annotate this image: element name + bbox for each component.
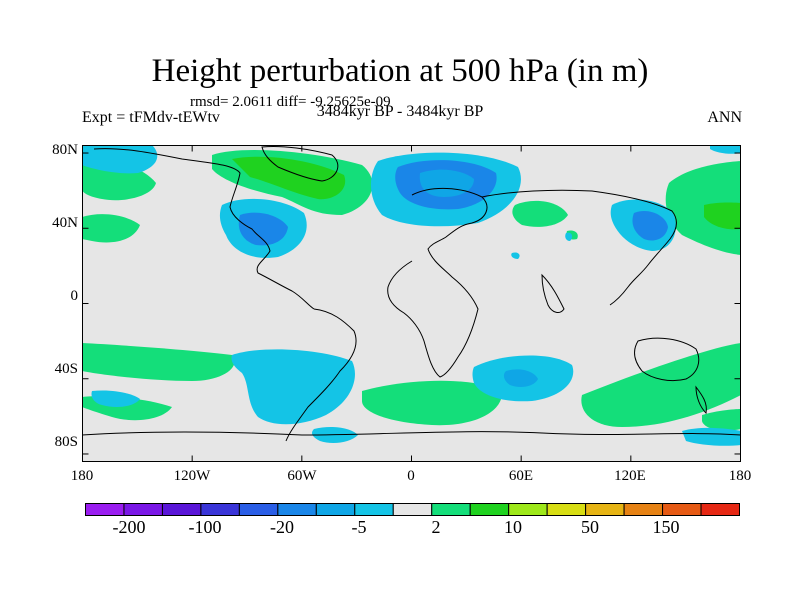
colorbar-box bbox=[200, 503, 240, 516]
coastlines bbox=[82, 146, 741, 442]
lat-label-80s: 80S bbox=[54, 434, 78, 450]
experiment-label: Expt = tFMdv-tEWtv bbox=[82, 109, 220, 126]
colorbar-box bbox=[585, 503, 625, 516]
colorbar-label-10: 10 bbox=[504, 517, 522, 537]
colorbar-box bbox=[315, 503, 356, 516]
colorbar-box bbox=[238, 503, 279, 516]
contour-map bbox=[82, 145, 741, 462]
colorbar-box bbox=[161, 503, 202, 516]
lat-label-40n: 40N bbox=[52, 215, 78, 231]
lon-label-180w: 180 bbox=[70, 468, 94, 484]
colorbar-box bbox=[431, 503, 471, 516]
colorbar-box bbox=[546, 503, 587, 516]
negative-anomaly-regions bbox=[82, 145, 741, 446]
colorbar-label-minus-100: -100 bbox=[188, 517, 222, 537]
lat-label-40s: 40S bbox=[54, 361, 78, 377]
colorbar-box bbox=[469, 503, 510, 516]
colorbar-box bbox=[662, 503, 702, 516]
lon-label-120e: 120E bbox=[614, 468, 646, 484]
colorbar-box bbox=[277, 503, 317, 516]
colorbar-box bbox=[123, 503, 163, 516]
colorbar-label-minus-200: -200 bbox=[112, 517, 146, 537]
colorbar-box bbox=[700, 503, 740, 516]
colorbar-box bbox=[392, 503, 433, 516]
lat-label-80n: 80N bbox=[52, 142, 78, 158]
lon-label-0: 0 bbox=[407, 468, 415, 484]
colorbar-box bbox=[354, 503, 394, 516]
colorbar-label-2: 2 bbox=[431, 517, 441, 537]
colorbar-label-150: 150 bbox=[652, 517, 680, 537]
period-label: 3484kyr BP - 3484kyr BP bbox=[316, 103, 484, 120]
colorbar-label-minus-5: -5 bbox=[351, 517, 367, 537]
season-label: ANN bbox=[707, 109, 742, 126]
colorbar-box bbox=[508, 503, 548, 516]
colorbar bbox=[85, 503, 740, 516]
colorbar-label-minus-20: -20 bbox=[270, 517, 294, 537]
colorbar-box bbox=[85, 503, 125, 516]
lat-label-0: 0 bbox=[70, 288, 79, 304]
stats-line: rmsd= 2.0611 diff= -9.25625e-09 bbox=[190, 94, 391, 110]
lon-label-60e: 60E bbox=[508, 468, 534, 484]
page-title: Height perturbation at 500 hPa (in m) bbox=[151, 53, 649, 89]
colorbar-label-50: 50 bbox=[581, 517, 599, 537]
lon-label-180e: 180 bbox=[728, 468, 752, 484]
lon-label-60w: 60W bbox=[287, 468, 317, 484]
colorbar-box bbox=[623, 503, 664, 516]
lon-label-120w: 120W bbox=[173, 468, 211, 484]
